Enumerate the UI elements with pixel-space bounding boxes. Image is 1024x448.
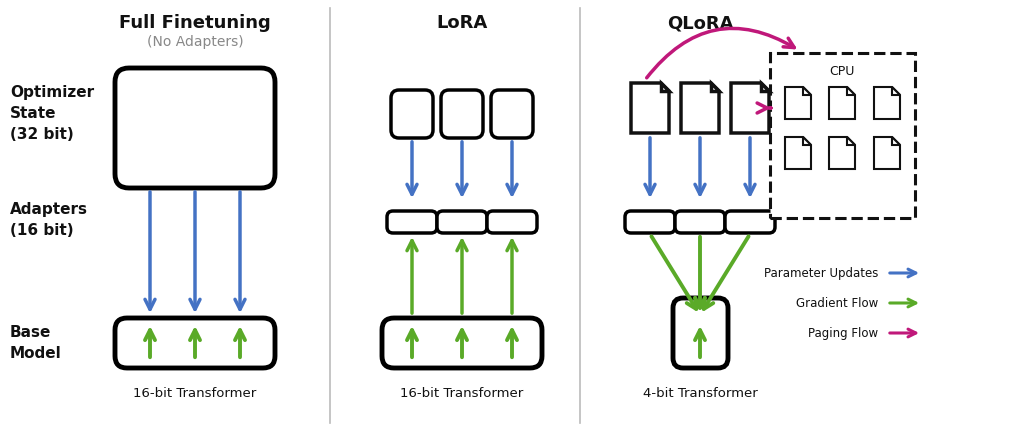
- Text: Base
Model: Base Model: [10, 325, 61, 361]
- FancyBboxPatch shape: [437, 211, 487, 233]
- Polygon shape: [681, 83, 719, 133]
- Polygon shape: [803, 137, 811, 145]
- Text: Optimizer
State
(32 bit): Optimizer State (32 bit): [10, 85, 94, 142]
- Polygon shape: [761, 83, 769, 91]
- Text: Paging Flow: Paging Flow: [808, 327, 878, 340]
- FancyBboxPatch shape: [673, 298, 728, 368]
- FancyBboxPatch shape: [115, 318, 275, 368]
- Text: 16-bit Transformer: 16-bit Transformer: [400, 387, 523, 400]
- FancyArrowPatch shape: [647, 28, 795, 78]
- Text: QLoRA: QLoRA: [667, 14, 733, 32]
- Polygon shape: [803, 87, 811, 95]
- Text: (No Adapters): (No Adapters): [146, 35, 244, 49]
- Polygon shape: [785, 137, 811, 169]
- FancyBboxPatch shape: [441, 90, 483, 138]
- FancyBboxPatch shape: [625, 211, 675, 233]
- FancyBboxPatch shape: [770, 53, 915, 218]
- Polygon shape: [711, 83, 719, 91]
- Polygon shape: [631, 83, 669, 133]
- Polygon shape: [874, 137, 900, 169]
- Polygon shape: [662, 83, 669, 91]
- FancyBboxPatch shape: [487, 211, 537, 233]
- Text: 16-bit Transformer: 16-bit Transformer: [133, 387, 257, 400]
- Text: LoRA: LoRA: [436, 14, 487, 32]
- Polygon shape: [829, 87, 855, 119]
- Text: Parameter Updates: Parameter Updates: [764, 267, 878, 280]
- FancyBboxPatch shape: [387, 211, 437, 233]
- Polygon shape: [785, 87, 811, 119]
- Polygon shape: [847, 137, 855, 145]
- Text: CPU: CPU: [829, 65, 855, 78]
- Text: Full Finetuning: Full Finetuning: [119, 14, 271, 32]
- FancyBboxPatch shape: [382, 318, 542, 368]
- Text: 4-bit Transformer: 4-bit Transformer: [643, 387, 758, 400]
- Polygon shape: [892, 137, 900, 145]
- Text: Gradient Flow: Gradient Flow: [796, 297, 878, 310]
- FancyBboxPatch shape: [725, 211, 775, 233]
- FancyBboxPatch shape: [391, 90, 433, 138]
- Polygon shape: [829, 137, 855, 169]
- Polygon shape: [847, 87, 855, 95]
- FancyBboxPatch shape: [675, 211, 725, 233]
- FancyBboxPatch shape: [490, 90, 534, 138]
- Polygon shape: [892, 87, 900, 95]
- Polygon shape: [731, 83, 769, 133]
- FancyBboxPatch shape: [115, 68, 275, 188]
- Text: Adapters
(16 bit): Adapters (16 bit): [10, 202, 88, 238]
- Polygon shape: [874, 87, 900, 119]
